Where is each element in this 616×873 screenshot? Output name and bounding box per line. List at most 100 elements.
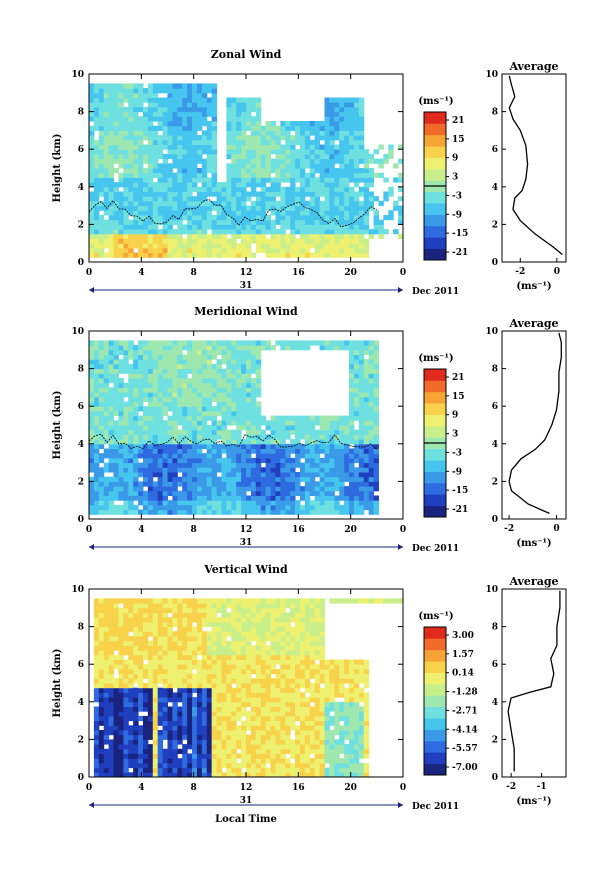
heatmap-cell	[167, 453, 173, 459]
heatmap-cell	[236, 687, 242, 693]
heatmap-cell	[363, 472, 370, 478]
heatmap-cell	[187, 692, 193, 698]
heatmap-cell	[265, 340, 272, 346]
heatmap-cell	[123, 186, 129, 192]
heatmap-cell	[363, 504, 370, 511]
heatmap-cell	[304, 130, 311, 136]
heatmap-cell	[157, 467, 164, 473]
heatmap-cell	[147, 744, 154, 750]
heatmap-cell	[339, 247, 345, 254]
heatmap-cell	[206, 434, 213, 440]
heatmap-cell	[206, 621, 213, 628]
heatmap-cell	[133, 476, 139, 482]
heatmap-cell	[196, 509, 203, 515]
heatmap-cell	[93, 467, 100, 473]
heatmap-cell	[123, 650, 129, 656]
heatmap-cell	[167, 420, 173, 426]
heatmap-cell	[246, 97, 252, 103]
heatmap-cell	[280, 462, 286, 468]
heatmap-cell	[118, 640, 124, 646]
heatmap-cell	[157, 415, 164, 421]
heatmap-cell	[142, 443, 149, 449]
heatmap-cell	[309, 186, 316, 192]
heatmap-cell	[172, 359, 178, 365]
heatmap-cell	[285, 504, 291, 511]
heatmap-cell	[363, 345, 370, 351]
heatmap-cell	[304, 200, 311, 207]
heatmap-cell	[295, 238, 301, 244]
heatmap-cell	[226, 617, 232, 623]
heatmap-cell	[373, 382, 379, 388]
heatmap-cell	[138, 687, 144, 693]
heatmap-cell	[157, 500, 164, 506]
heatmap-cell	[133, 219, 139, 225]
heatmap-cell	[339, 116, 345, 122]
heatmap-cell	[172, 215, 178, 221]
heatmap-cell	[295, 439, 301, 445]
heatmap-cell	[196, 612, 203, 618]
heatmap-cell	[138, 200, 144, 207]
heatmap-cell	[133, 410, 139, 417]
heatmap-cell	[113, 725, 119, 731]
heatmap-cell	[295, 210, 301, 216]
heatmap-cell	[324, 504, 330, 511]
heatmap-cell	[250, 387, 257, 393]
heatmap-cell	[103, 219, 110, 225]
heatmap-cell	[368, 229, 375, 235]
heatmap-cell	[128, 345, 134, 351]
heatmap-cell	[329, 172, 335, 178]
heatmap-cell	[157, 509, 164, 515]
heatmap-cell	[177, 83, 183, 89]
heatmap-cell	[226, 744, 232, 750]
heatmap-cell	[187, 149, 193, 155]
heatmap-cell	[231, 617, 237, 623]
heatmap-cell	[299, 205, 306, 211]
heatmap-cell	[285, 429, 291, 435]
heatmap-cell	[280, 247, 286, 254]
heatmap-cell	[162, 111, 168, 117]
heatmap-cell	[334, 196, 340, 202]
heatmap-cell	[358, 476, 365, 482]
heatmap-cell	[309, 163, 316, 169]
heatmap-cell	[344, 130, 350, 136]
heatmap-cell	[206, 345, 213, 351]
heatmap-cell	[304, 215, 311, 221]
heatmap-cell	[128, 683, 134, 689]
heatmap-cell	[221, 467, 227, 473]
heatmap-cell	[128, 111, 134, 117]
heatmap-cell	[344, 153, 350, 160]
heatmap-cell	[93, 472, 100, 478]
heatmap-cell	[172, 373, 178, 379]
heatmap-cell	[201, 420, 208, 426]
heatmap-cell	[196, 125, 203, 131]
heatmap-cell	[353, 121, 360, 127]
heatmap-cell	[270, 200, 276, 207]
heatmap-cell	[196, 401, 203, 407]
heatmap-cell	[89, 429, 95, 435]
heatmap-cell	[324, 233, 330, 239]
heatmap-cell	[172, 490, 178, 496]
heatmap-cell	[152, 387, 159, 393]
heatmap-cell	[324, 215, 330, 221]
heatmap-cell	[138, 158, 144, 164]
heatmap-cell	[187, 349, 193, 355]
heatmap-cell	[241, 415, 247, 421]
heatmap-cell	[187, 219, 193, 225]
heatmap-cell	[290, 205, 296, 211]
heatmap-cell	[93, 243, 100, 249]
heatmap-cell	[241, 139, 247, 145]
heatmap-cell	[177, 739, 183, 745]
heatmap-cell	[295, 509, 301, 515]
heatmap-cell	[118, 730, 124, 736]
heatmap-cell	[334, 462, 340, 468]
average-profile-line	[508, 75, 563, 256]
heatmap-cell	[172, 772, 178, 778]
heatmap-cell	[226, 701, 232, 707]
heatmap-cell	[89, 252, 95, 258]
heatmap-cell	[108, 243, 115, 249]
heatmap-cell	[123, 354, 129, 360]
heatmap-cell	[98, 363, 105, 370]
heatmap-cell	[344, 229, 350, 235]
heatmap-cell	[192, 420, 198, 426]
heatmap-cell	[285, 243, 291, 249]
